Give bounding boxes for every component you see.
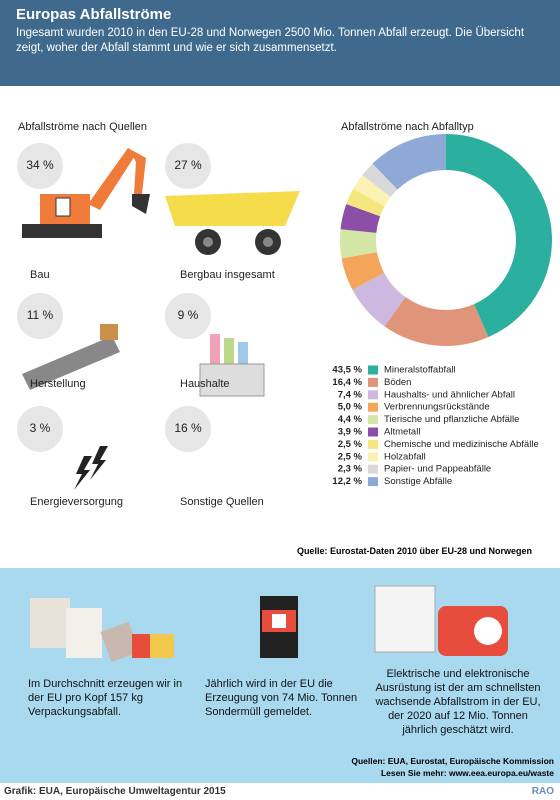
legend-label: Verbrennungsrückstände bbox=[384, 402, 490, 413]
legend-swatch bbox=[368, 427, 378, 437]
sources-title: Abfallströme nach Quellen bbox=[18, 121, 148, 133]
legend-label: Böden bbox=[384, 377, 411, 388]
share-bubble bbox=[165, 293, 211, 339]
truck-icon bbox=[165, 191, 300, 255]
donut-slice bbox=[446, 134, 552, 338]
source-note: Quelle: Eurostat-Daten 2010 über EU-28 u… bbox=[296, 546, 532, 556]
legend-label: Sonstige Abfälle bbox=[384, 476, 452, 487]
share-bubble bbox=[165, 406, 211, 452]
graphics: 34 % Bau 27 % Bergbau insgesamt 11 % Herstell… bbox=[0, 134, 560, 800]
legend-swatch bbox=[368, 464, 378, 474]
source-label: Bau bbox=[30, 269, 50, 281]
value-label: 12,2 % bbox=[332, 476, 362, 487]
source-label: Sonstige Quellen bbox=[180, 496, 264, 508]
legend-label: Tierische und pflanzliche Abfälle bbox=[384, 414, 519, 425]
source-label: Haushalte bbox=[180, 378, 230, 390]
footer-credit: Grafik: EUA, Europäische Umweltagentur 2… bbox=[4, 786, 226, 797]
donut-slice bbox=[352, 272, 406, 327]
hazard-icon bbox=[260, 596, 298, 658]
chart-title: Abfallströme nach Abfalltyp bbox=[341, 121, 474, 133]
source-label: Energieversorgung bbox=[30, 496, 123, 508]
share-label: 3 % bbox=[30, 421, 51, 435]
source-label: Herstellung bbox=[30, 378, 86, 390]
credit-sources: Quellen: EUA, Eurostat, Europäische Komm… bbox=[351, 756, 554, 766]
header bbox=[0, 0, 560, 86]
basket-icon bbox=[199, 334, 265, 397]
fact: Elektrische und elektronische Ausrüstung… bbox=[375, 668, 541, 736]
share-label: 27 % bbox=[174, 158, 202, 172]
share-label: 11 % bbox=[27, 308, 54, 322]
share-label: 34 % bbox=[26, 158, 54, 172]
legend-swatch bbox=[368, 477, 378, 487]
title: Europas Abfallströme bbox=[16, 6, 172, 23]
share-label: 16 % bbox=[174, 421, 202, 435]
legend-label: Chemische und medizinische Abfälle bbox=[384, 439, 539, 450]
legend-swatch bbox=[368, 402, 378, 412]
value-label: 3,9 % bbox=[338, 427, 363, 438]
share-bubble bbox=[17, 293, 63, 339]
value-label: 5,0 % bbox=[338, 402, 363, 413]
legend-label: Papier- und Pappeabfälle bbox=[384, 464, 491, 475]
value-label: 7,4 % bbox=[338, 389, 363, 400]
credit-more: Lesen Sie mehr: www.eea.europa.eu/waste bbox=[380, 768, 554, 778]
donut-slice bbox=[340, 229, 378, 259]
value-label: 4,4 % bbox=[338, 414, 363, 425]
legend-swatch bbox=[368, 365, 378, 375]
conveyor-icon bbox=[22, 324, 120, 390]
donut-slice bbox=[340, 203, 381, 233]
share-bubble bbox=[17, 143, 63, 189]
share-label: 9 % bbox=[178, 308, 199, 322]
legend-swatch bbox=[368, 390, 378, 400]
legend-swatch bbox=[368, 439, 378, 449]
value-label: 16,4 % bbox=[332, 377, 362, 388]
footer-background bbox=[0, 783, 560, 800]
donut-slice bbox=[353, 174, 391, 207]
value-label: 2,3 % bbox=[338, 464, 363, 475]
donut-slice bbox=[341, 252, 385, 290]
excavator-icon bbox=[22, 148, 150, 238]
donut-slice bbox=[372, 134, 446, 190]
legend-label: Holzabfall bbox=[384, 451, 426, 462]
packaging-icon bbox=[30, 598, 174, 663]
fact: Jährlich wird in der EU die Erzeugung vo… bbox=[205, 678, 358, 718]
fact: Im Durchschnitt erzeugen wir in der EU p… bbox=[28, 678, 183, 718]
source-label: Bergbau insgesamt bbox=[180, 269, 275, 281]
electronics-icon bbox=[374, 585, 508, 656]
legend-label: Altmetall bbox=[384, 427, 420, 438]
subtitle: Ingesamt wurden 2010 in den EU-28 und No… bbox=[16, 27, 525, 54]
footer-logo: RAO bbox=[531, 786, 554, 797]
legend-swatch bbox=[368, 377, 378, 387]
legend-swatch bbox=[368, 452, 378, 462]
donut-slice bbox=[362, 163, 398, 198]
legend-swatch bbox=[368, 415, 378, 425]
donut-slice bbox=[384, 297, 489, 346]
value-label: 2,5 % bbox=[338, 451, 363, 462]
share-bubble bbox=[17, 406, 63, 452]
legend-label: Mineralstoffabfall bbox=[384, 365, 456, 376]
share-bubble bbox=[165, 143, 211, 189]
value-label: 43,5 % bbox=[332, 365, 362, 376]
value-label: 2,5 % bbox=[338, 439, 363, 450]
lightning-icon bbox=[74, 446, 108, 490]
donut-slice bbox=[346, 188, 385, 217]
legend-label: Haushalts- und ähnlicher Abfall bbox=[384, 389, 515, 400]
